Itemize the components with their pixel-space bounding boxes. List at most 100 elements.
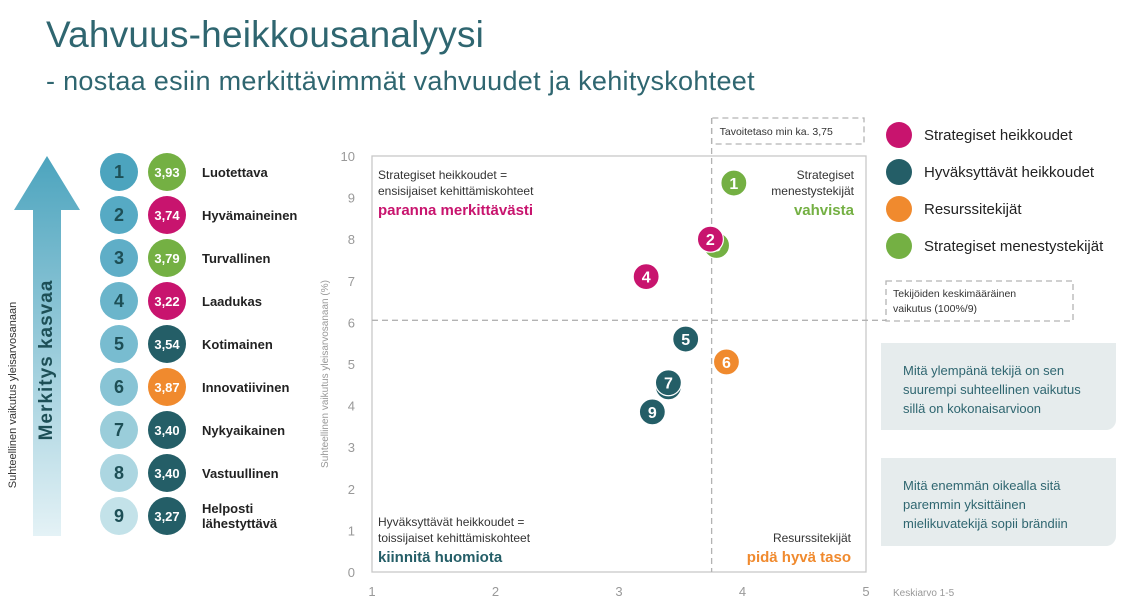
y-tick-label: 7 <box>348 274 355 289</box>
quadrant-action: kiinnitä huomiota <box>378 549 503 566</box>
legend-item: Strategiset heikkoudet <box>886 122 1126 148</box>
page-title: Vahvuus-heikkousanalyysi <box>46 14 485 55</box>
score-badge: 3,87 <box>148 368 186 406</box>
y-tick-label: 0 <box>348 565 355 580</box>
quadrant-label: Strategiset heikkoudet = ensisijaiset keh… <box>378 168 534 219</box>
plot-area <box>371 155 867 573</box>
x-axis-title: Keskiarvo 1-5 <box>893 588 955 599</box>
attribute-row: 6 3,87 Innovatiivinen <box>100 368 330 406</box>
quadrant-desc: Resurssitekijät <box>773 531 852 545</box>
x-tick-label: 4 <box>739 584 746 599</box>
legend-item: Resurssitekijät <box>886 196 1126 222</box>
y-tick-label: 8 <box>348 232 355 247</box>
rank-badge: 3 <box>100 239 138 277</box>
attribute-row: 3 3,79 Turvallinen <box>100 239 330 277</box>
rank-badge: 4 <box>100 282 138 320</box>
info-box-horizontal: Mitä enemmän oikealla sitä paremmin yksi… <box>881 458 1116 546</box>
score-badge: 3,74 <box>148 196 186 234</box>
x-tick-label: 5 <box>862 584 869 599</box>
point-marker <box>672 325 700 353</box>
point-marker <box>720 169 748 197</box>
point-label: 6 <box>722 355 731 372</box>
rank-badge: 8 <box>100 454 138 492</box>
quadrant-desc: Strategiset heikkoudet = <box>378 168 507 182</box>
legend-dot <box>886 122 912 148</box>
quadrant-desc: Hyväksyttävät heikkoudet = <box>378 515 524 529</box>
rank-badge: 1 <box>100 153 138 191</box>
target-line-label: Tavoitetaso min ka. 3,75 <box>720 126 833 138</box>
importance-arrow-icon <box>14 156 80 536</box>
point-label: 5 <box>681 332 690 349</box>
data-point: 9 <box>638 398 666 426</box>
data-point: 7 <box>654 369 683 397</box>
score-badge: 3,40 <box>148 411 186 449</box>
score-badge: 3,79 <box>148 239 186 277</box>
info-box-vertical: Mitä ylempänä tekijä on sen suurempi suh… <box>881 343 1116 430</box>
legend-label: Strategiset heikkoudet <box>924 126 1073 144</box>
point-marker <box>712 348 741 376</box>
y-tick-label: 1 <box>348 523 355 538</box>
rank-badge: 6 <box>100 368 138 406</box>
y-axis-title: Suhteellinen vaikutus yleisarvosanaan (%… <box>320 280 331 468</box>
score-badge: 3,40 <box>148 454 186 492</box>
quadrant-desc: toissijaiset kehittämiskohteet <box>378 531 531 545</box>
data-point: 4 <box>632 263 660 291</box>
quadrant-action: paranna merkittävästi <box>378 202 533 219</box>
legend-item: Hyväksyttävät heikkoudet <box>886 159 1126 185</box>
quadrant-action: pidä hyvä taso <box>747 549 851 566</box>
score-badge: 3,27 <box>148 497 186 535</box>
attribute-label: Laadukas <box>202 293 262 309</box>
y-tick-label: 2 <box>348 482 355 497</box>
legend-label: Strategiset menestystekijät <box>924 237 1104 255</box>
point-label: 1 <box>729 176 738 193</box>
attribute-label: Turvallinen <box>202 250 271 266</box>
attribute-label: Nykyaikainen <box>202 422 286 438</box>
point-label: 4 <box>642 270 651 287</box>
point-label: 7 <box>664 376 673 393</box>
legend-label: Hyväksyttävät heikkoudet <box>924 163 1095 181</box>
attribute-row: 2 3,74 Hyvämaineinen <box>100 196 330 234</box>
page-subtitle: - nostaa esiin merkittävimmät vahvuudet … <box>46 66 755 96</box>
target-label-box <box>710 117 865 145</box>
rank-badge: 7 <box>100 411 138 449</box>
data-point: 6 <box>712 348 741 376</box>
attribute-row: 8 3,40 Vastuullinen <box>100 454 330 492</box>
attribute-label: Innovatiivinen <box>202 379 290 395</box>
quadrant-desc: Strategiset <box>797 168 855 182</box>
rank-badge: 9 <box>100 497 138 535</box>
point-label: 9 <box>648 405 657 422</box>
rank-badge: 2 <box>100 196 138 234</box>
legend-dot <box>886 196 912 222</box>
rank-badge: 5 <box>100 325 138 363</box>
quadrant-label: Strategiset menestystekijät vahvista <box>771 168 854 219</box>
y-tick-label: 6 <box>348 315 355 330</box>
attribute-label: Vastuullinen <box>202 465 279 481</box>
score-badge: 3,22 <box>148 282 186 320</box>
score-badge: 3,93 <box>148 153 186 191</box>
attribute-row: 9 3,27 Helposti lähestyttävä <box>100 497 330 535</box>
average-line-label: vaikutus (100%/9) <box>893 303 977 315</box>
x-tick-label: 2 <box>492 584 499 599</box>
y-tick-label: 10 <box>341 149 355 164</box>
average-line-label: Tekijöiden keskimääräinen <box>893 288 1016 300</box>
legend-item: Strategiset menestystekijät <box>886 233 1126 259</box>
point-label: 2 <box>706 232 715 249</box>
quadrant-label: Hyväksyttävät heikkoudet = toissijaiset k… <box>378 515 531 566</box>
legend-label: Resurssitekijät <box>924 200 1022 218</box>
y-tick-label: 3 <box>348 440 355 455</box>
quadrant-label: Resurssitekijät pidä hyvä taso <box>747 531 852 566</box>
x-tick-label: 3 <box>615 584 622 599</box>
point-marker <box>696 225 724 253</box>
attribute-row: 1 3,93 Luotettava <box>100 153 330 191</box>
data-point: 5 <box>672 325 700 353</box>
x-tick-label: 1 <box>368 584 375 599</box>
data-point: 1 <box>720 169 748 197</box>
quadrant-action: vahvista <box>794 202 855 219</box>
score-badge: 3,54 <box>148 325 186 363</box>
attribute-row: 5 3,54 Kotimainen <box>100 325 330 363</box>
point-marker <box>638 398 666 426</box>
attribute-label: Kotimainen <box>202 336 273 352</box>
attribute-label: Helposti lähestyttävä <box>202 501 278 531</box>
point-marker <box>632 263 660 291</box>
